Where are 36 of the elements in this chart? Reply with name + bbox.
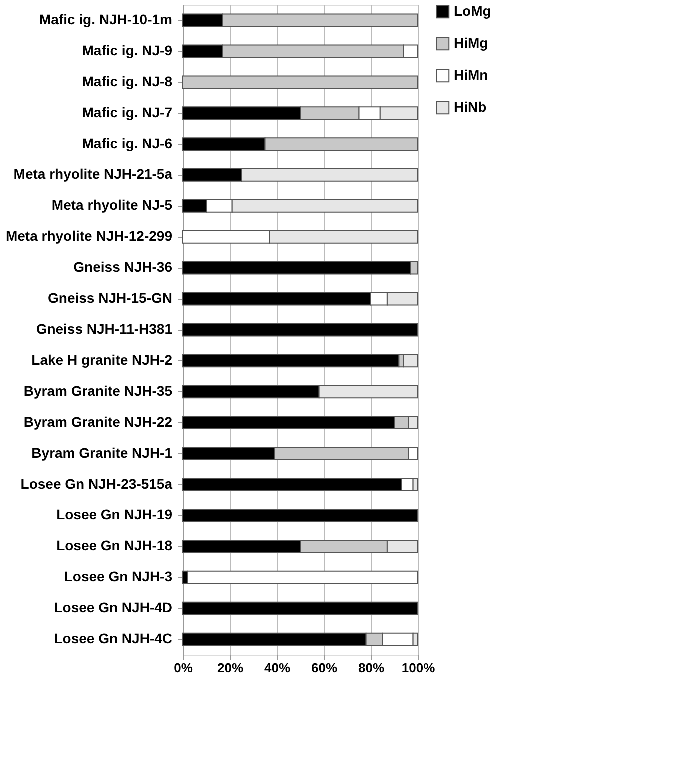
x-tick-label: 0% (174, 660, 194, 676)
y-tick-label: Losee Gn NJH-4D (54, 600, 172, 616)
x-tick-label: 60% (311, 660, 338, 676)
y-tick-label: Gneiss NJH-11-H381 (36, 321, 173, 337)
y-tick-label: Gneiss NJH-15-GN (48, 290, 172, 306)
bar (182, 323, 418, 337)
legend-label: HiMg (454, 35, 488, 51)
y-tick-label: Mafic ig. NJ-6 (82, 135, 173, 152)
y-tick-label: Byram Granite NJH-1 (32, 444, 173, 461)
bar (182, 509, 418, 522)
y-tick-label: Losee Gn NJH-18 (56, 538, 173, 554)
x-tick-label: 20% (217, 660, 244, 676)
x-tick-label: 40% (264, 660, 291, 676)
y-tick-label: Losee Gn NJH-23-515a (20, 476, 173, 492)
bar (182, 602, 418, 616)
x-tick-label: 80% (358, 660, 385, 676)
y-tick-label: Meta rhyolite NJH-21-5a (14, 166, 173, 182)
y-tick-label: Meta rhyolite NJH-12-299 (6, 228, 173, 244)
y-tick-label: Losee Gn NJH-3 (64, 568, 173, 585)
y-tick-label: Mafic ig. NJ-7 (82, 104, 173, 120)
legend-label: LoMg (454, 3, 492, 19)
y-tick-label: Byram Granite NJH-35 (24, 382, 173, 399)
y-tick-label: Mafic ig. NJ-9 (82, 42, 173, 58)
legend-label: HiNb (454, 99, 487, 115)
y-tick-label: Mafic ig. NJ-8 (82, 73, 173, 90)
x-tick-label: 100% (402, 660, 436, 676)
y-tick-label: Losee Gn NJH-19 (56, 506, 173, 523)
y-tick-label: Losee Gn NJH-4C (54, 630, 172, 647)
bar (182, 354, 400, 368)
y-tick-label: Gneiss NJH-36 (74, 259, 173, 276)
y-tick-label: Byram Granite NJH-22 (24, 414, 173, 430)
y-tick-label: Lake H granite NJH-2 (32, 352, 173, 368)
y-tick-label: Mafic ig. NJH-10-1m (39, 11, 172, 28)
legend-label: HiMn (454, 67, 488, 83)
bar (182, 76, 418, 90)
y-tick-label: Meta rhyolite NJ-5 (52, 197, 173, 214)
